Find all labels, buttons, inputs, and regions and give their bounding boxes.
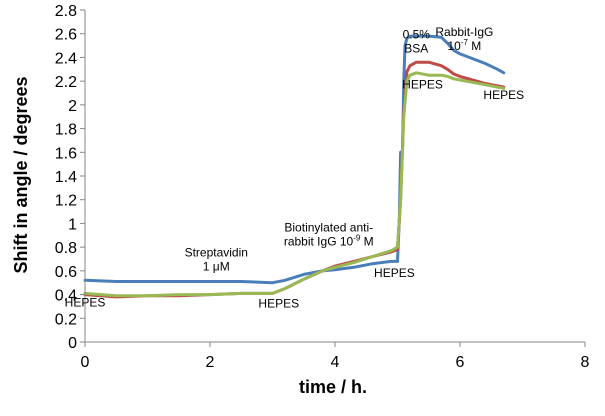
annotation-text: Streptavidin xyxy=(185,246,248,260)
annotation-text: BSA xyxy=(404,41,428,55)
ann-hepes-3: HEPES xyxy=(374,266,415,280)
y-tick-label: 1 xyxy=(68,216,77,233)
y-tick-label: 2 xyxy=(68,98,77,115)
y-tick-label: 2.4 xyxy=(55,50,77,67)
ann-hepes-2: HEPES xyxy=(258,297,299,311)
y-tick-label: 2.2 xyxy=(55,74,77,91)
annotation-line: Rabbit-IgG xyxy=(435,25,493,39)
ann-hepes-5: HEPES xyxy=(483,88,524,102)
x-tick-label: 0 xyxy=(81,354,90,371)
y-tick-label: 1.2 xyxy=(55,193,77,210)
annotation-line: rabbit IgG 10-9 M xyxy=(284,234,374,249)
series-line-2 xyxy=(83,60,506,299)
y-tick-label: 0.6 xyxy=(55,264,77,281)
y-tick-label: 0 xyxy=(68,335,77,352)
ann-hepes-4: HEPES xyxy=(402,77,443,91)
series-line-3 xyxy=(83,71,506,298)
annotation-line: 1 μM xyxy=(203,260,230,274)
annotation-unit: M xyxy=(360,235,373,249)
annotation-text: 1 μM xyxy=(203,260,230,274)
x-tick-label: 8 xyxy=(581,354,590,371)
x-tick-label: 6 xyxy=(456,354,465,371)
y-tick-label: 2.6 xyxy=(55,27,77,44)
annotation-line: HEPES xyxy=(402,77,443,91)
ann-bsa: 0.5%BSA xyxy=(403,27,431,55)
x-axis-label: time / h. xyxy=(299,377,367,397)
annotation-text: HEPES xyxy=(258,297,299,311)
annotation-text: Rabbit-IgG xyxy=(435,25,493,39)
annotation-line: 10-7 M xyxy=(447,38,481,53)
y-tick-label: 0.4 xyxy=(55,288,77,305)
x-axis-ticks: 0 2 4 6 8 xyxy=(81,342,590,371)
annotation-line: BSA xyxy=(404,41,428,55)
y-axis-ticks: 0 0.2 0.4 0.6 0.8 1 1.2 1.4 1.6 1.8 2 2.2 2.4 2.6 2.8 xyxy=(55,3,85,352)
annotation-line: HEPES xyxy=(483,88,524,102)
y-tick-label: 1.8 xyxy=(55,122,77,139)
y-tick-label: 1.6 xyxy=(55,145,77,162)
annotation-line: HEPES xyxy=(65,295,106,309)
y-axis-label: Shift in angle / degrees xyxy=(11,76,31,273)
series-layer xyxy=(83,34,506,299)
y-tick-label: 2.8 xyxy=(55,3,77,20)
annotation-text: rabbit IgG 10 xyxy=(284,235,354,249)
ann-hepes-1: HEPES xyxy=(65,295,106,309)
annotation-text: HEPES xyxy=(65,295,106,309)
annotation-superscript: -9 xyxy=(353,234,361,243)
annotation-text: Biotinylated anti- xyxy=(284,221,373,235)
ann-biotinylated: Biotinylated anti-rabbit IgG 10-9 M xyxy=(284,221,374,249)
annotation-superscript: -7 xyxy=(461,38,469,47)
y-tick-label: 0.8 xyxy=(55,240,77,257)
x-tick-label: 2 xyxy=(206,354,215,371)
annotation-line: Biotinylated anti- xyxy=(284,221,373,235)
annotation-line: HEPES xyxy=(374,266,415,280)
y-tick-label: 0.2 xyxy=(55,311,77,328)
y-tick-label: 1.4 xyxy=(55,169,77,186)
annotation-text: 0.5% xyxy=(403,27,431,41)
annotation-text: 10 xyxy=(447,39,461,53)
annotation-unit: M xyxy=(468,39,481,53)
annotation-line: HEPES xyxy=(258,297,299,311)
annotation-text: HEPES xyxy=(374,266,415,280)
axes xyxy=(84,10,585,343)
annotation-line: 0.5% xyxy=(403,27,431,41)
annotation-text: HEPES xyxy=(483,88,524,102)
annotation-text: HEPES xyxy=(402,77,443,91)
x-tick-label: 4 xyxy=(331,354,340,371)
annotation-line: Streptavidin xyxy=(185,246,248,260)
